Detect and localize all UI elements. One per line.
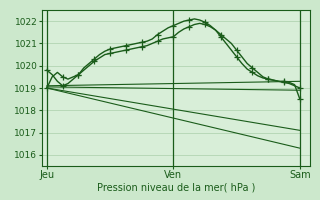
X-axis label: Pression niveau de la mer( hPa ): Pression niveau de la mer( hPa ) [97, 183, 255, 193]
